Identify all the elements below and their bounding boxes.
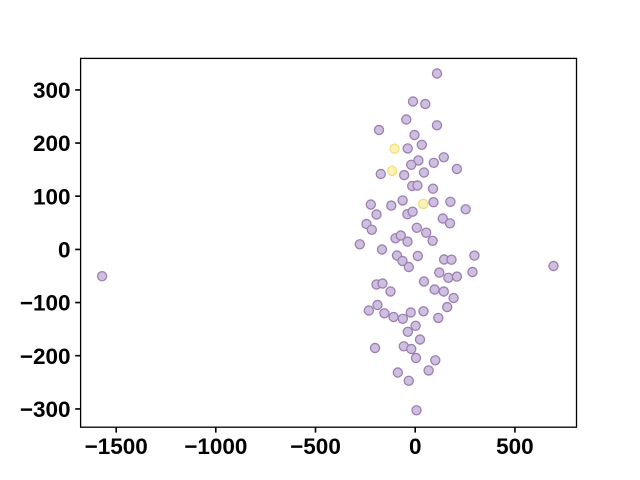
svg-text:0: 0 <box>58 238 71 263</box>
svg-text:0: 0 <box>409 434 422 459</box>
svg-text:−100: −100 <box>20 291 71 316</box>
svg-text:−1000: −1000 <box>184 434 247 459</box>
svg-text:−300: −300 <box>20 397 71 422</box>
svg-text:500: 500 <box>496 434 534 459</box>
svg-text:−200: −200 <box>20 344 71 369</box>
svg-text:−1500: −1500 <box>85 434 148 459</box>
svg-text:200: 200 <box>33 131 71 156</box>
svg-text:−500: −500 <box>290 434 341 459</box>
svg-text:300: 300 <box>33 78 71 103</box>
svg-text:100: 100 <box>33 184 71 209</box>
